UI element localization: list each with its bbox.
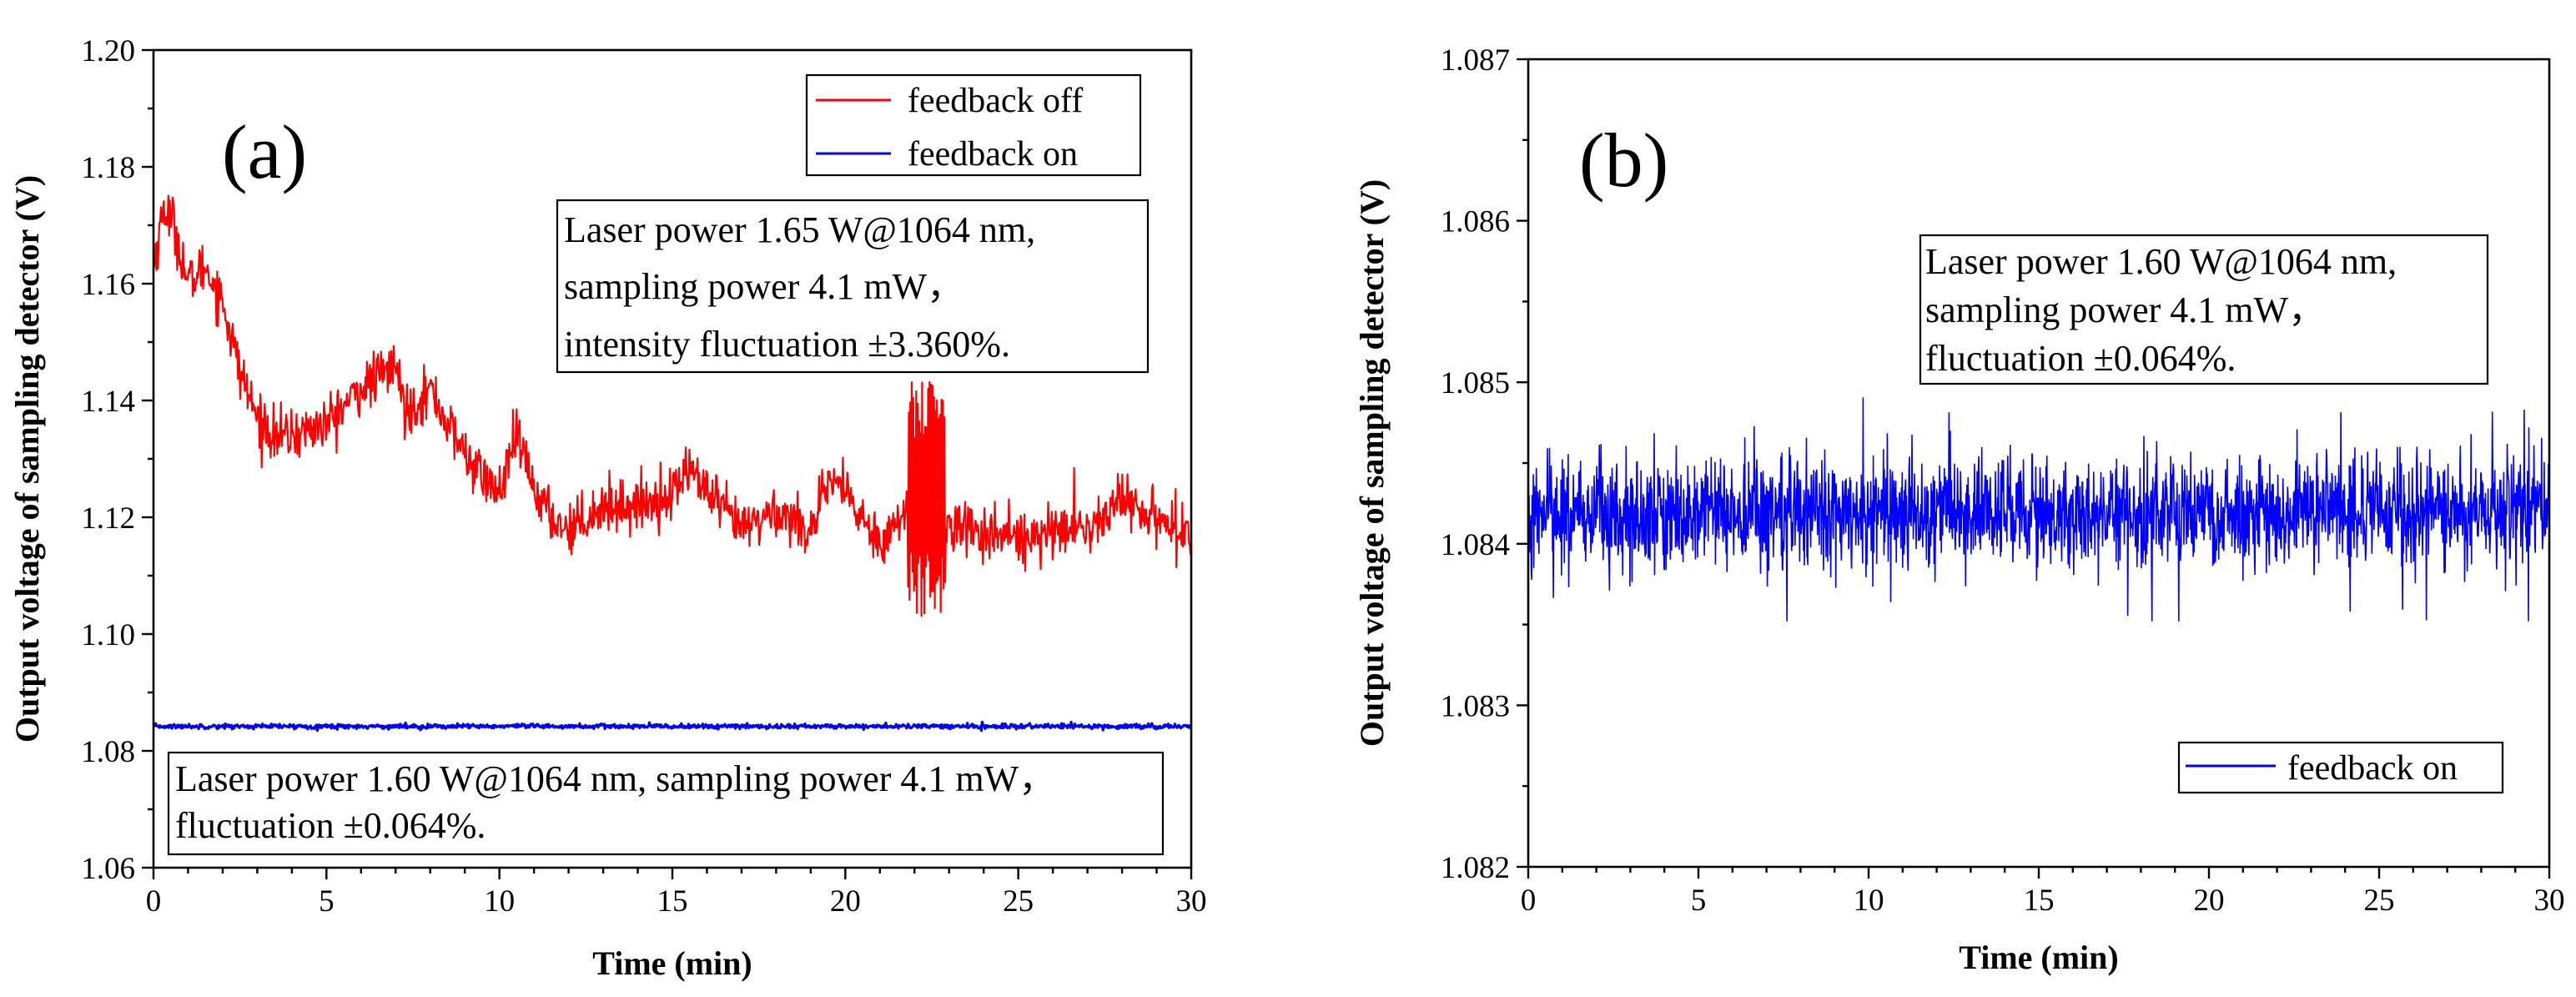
panel-b-annotation: Laser power 1.60 W@1064 nm, sampling pow… xyxy=(1919,234,2489,385)
x-tick-label: 5 xyxy=(319,884,335,919)
legend-label-feedback-on: feedback on xyxy=(908,135,1078,174)
y-tick-label: 1.10 xyxy=(81,618,135,652)
x-tick-label: 15 xyxy=(2024,884,2055,918)
panel-a-annotation-feedback-on: Laser power 1.60 W@1064 nm, sampling pow… xyxy=(167,751,1165,856)
panel-a-legend-box xyxy=(805,73,1142,177)
annotation-line: Laser power 1.60 W@1064 nm, xyxy=(1925,241,2397,282)
x-tick-label: 25 xyxy=(2364,884,2395,918)
x-tick-label: 20 xyxy=(2194,884,2225,918)
y-tick-label: 1.12 xyxy=(81,501,135,536)
panel-a-y-axis-label: Output voltage of sampling detector (V) xyxy=(8,175,46,743)
y-tick-label: 1.087 xyxy=(1441,43,1510,78)
y-tick-label: 1.083 xyxy=(1441,689,1510,723)
x-tick-label: 15 xyxy=(657,884,688,919)
annotation-line: intensity fluctuation ±3.360%. xyxy=(564,324,1010,365)
annotation-box xyxy=(167,751,1165,856)
series-line-feedback-on xyxy=(1527,397,2550,622)
panel-b-label: (b) xyxy=(1579,118,1668,203)
annotation-line: sampling power 4.1 mW， xyxy=(1925,290,2325,330)
annotation-line: sampling power 4.1 mW， xyxy=(564,266,963,307)
legend-label-feedback-on: feedback on xyxy=(2287,749,2458,788)
annotation-line: Laser power 1.60 W@1064 nm, sampling pow… xyxy=(175,758,1055,799)
panel-b-legend-box xyxy=(2177,741,2504,794)
x-tick-label: 0 xyxy=(146,884,162,919)
panel-a-series xyxy=(152,194,1193,733)
panel-a-annotation-feedback-off: Laser power 1.65 W@1064 nm, sampling pow… xyxy=(556,199,1150,374)
x-tick-label: 5 xyxy=(1691,884,1707,918)
panel-b-ticks: 0 5 10 15 20 25 30 1.082 1.083 1.084 1.085 1.086 1.0… xyxy=(1441,43,2565,918)
x-tick-label: 10 xyxy=(484,884,515,919)
y-tick-label: 1.16 xyxy=(81,268,135,302)
annotation-box xyxy=(556,199,1150,374)
panel-a-label: (a) xyxy=(222,109,307,194)
panel-b-series xyxy=(1527,397,2550,622)
panel-b-legend: feedback on xyxy=(2177,741,2504,794)
legend-label-feedback-off: feedback off xyxy=(908,82,1083,120)
panel-b-y-axis-label: Output voltage of sampling detector (V) xyxy=(1353,179,1391,747)
y-tick-label: 1.085 xyxy=(1441,366,1510,400)
panel-a-ticks: 0 5 10 15 20 25 30 1.06 1.08 1.10 1.12 1.14 1.16 1.18… xyxy=(81,34,1206,919)
x-tick-label: 20 xyxy=(830,884,861,919)
series-line-feedback-on xyxy=(152,720,1192,733)
x-tick-label: 0 xyxy=(1521,884,1537,918)
y-tick-label: 1.20 xyxy=(81,34,135,68)
panel-a-x-axis-label: Time (min) xyxy=(592,944,752,982)
annotation-line: Laser power 1.65 W@1064 nm, xyxy=(564,209,1035,250)
panel-b-x-axis-label: Time (min) xyxy=(1959,939,2118,976)
x-tick-label: 30 xyxy=(2534,884,2565,918)
y-tick-label: 1.082 xyxy=(1441,851,1510,885)
annotation-line: fluctuation ±0.064%. xyxy=(175,805,486,846)
y-tick-label: 1.06 xyxy=(81,852,135,886)
x-tick-label: 25 xyxy=(1003,884,1034,919)
panel-a-legend: feedback off feedback on xyxy=(805,73,1142,177)
panel-b: 0 5 10 15 20 25 30 1.082 1.083 1.084 1.085 1.086 1.0… xyxy=(1353,43,2565,976)
annotation-box xyxy=(1919,234,2489,385)
panel-a: 0 5 10 15 20 25 30 1.06 1.08 1.10 1.12 1.14 1.16 1.18… xyxy=(8,34,1207,982)
y-tick-label: 1.18 xyxy=(81,151,135,185)
annotation-line: fluctuation ±0.064%. xyxy=(1925,338,2236,379)
y-tick-label: 1.08 xyxy=(81,735,135,769)
y-tick-label: 1.086 xyxy=(1441,205,1510,239)
y-tick-label: 1.14 xyxy=(81,385,135,419)
y-tick-label: 1.084 xyxy=(1441,528,1510,562)
x-tick-label: 30 xyxy=(1176,884,1207,919)
x-tick-label: 10 xyxy=(1854,884,1884,918)
series-line-feedback-off xyxy=(152,194,1193,617)
